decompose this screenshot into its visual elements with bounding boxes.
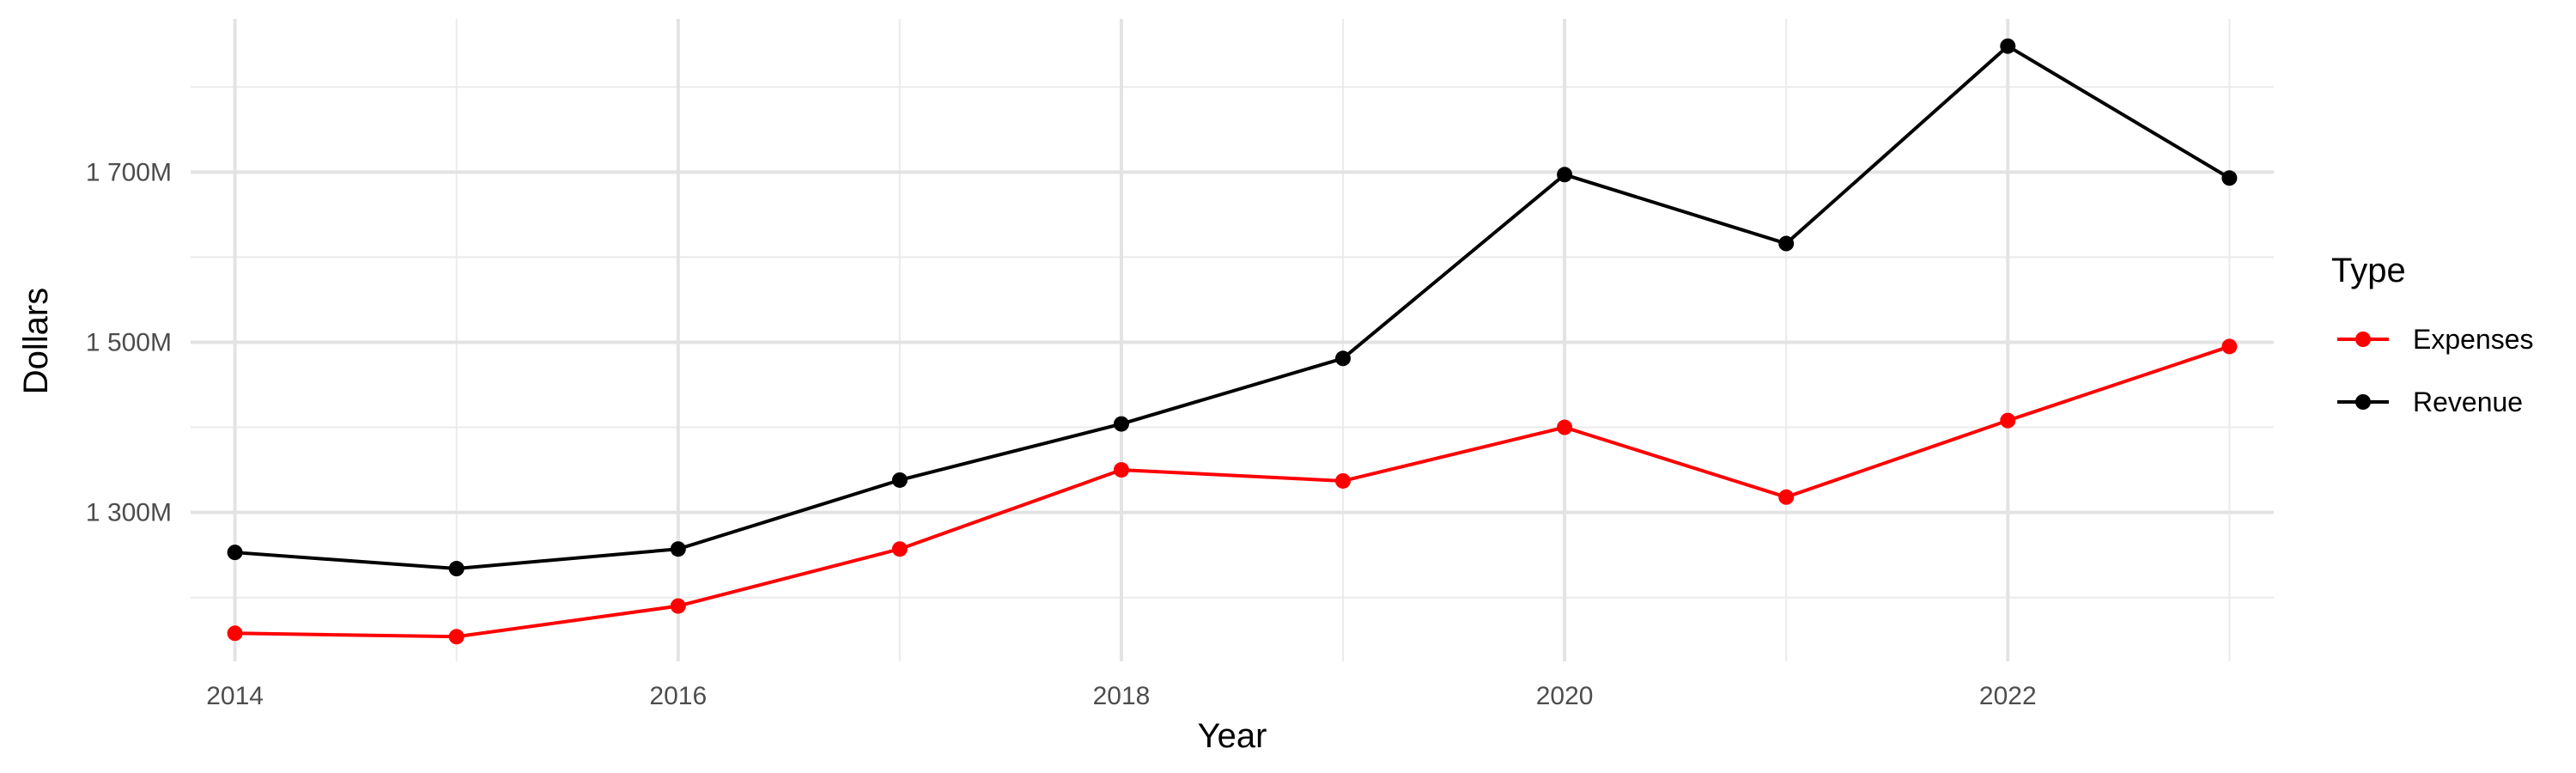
legend: Type Expenses Revenue (2331, 252, 2534, 417)
tick-labels: 1 300M 1 500M 1 700M 2014 2016 2018 2020 2022 (86, 158, 2037, 710)
legend-key-point (2355, 332, 2371, 347)
data-point-revenue (670, 541, 686, 557)
data-point-revenue (2000, 38, 2016, 54)
y-axis-title: Dollars (17, 288, 55, 394)
data-point-expenses (1335, 472, 1352, 489)
series-line-expenses (234, 344, 2231, 639)
y-tick-label: 1 300M (86, 499, 172, 527)
data-point-expenses (448, 629, 465, 645)
data-point-revenue (227, 545, 243, 561)
series-line-revenue (234, 44, 2231, 571)
data-point-expenses (1113, 462, 1129, 478)
legend-label: Expenses (2413, 324, 2534, 355)
data-point-revenue (1113, 416, 1129, 432)
data-point-revenue (1335, 350, 1352, 367)
x-tick-label: 2014 (206, 682, 264, 710)
legend-title: Type (2331, 252, 2406, 289)
data-point-expenses (2221, 338, 2238, 355)
data-point-revenue (448, 561, 465, 577)
y-tick-label: 1 500M (86, 328, 172, 356)
x-tick-label: 2020 (1536, 682, 1594, 710)
data-point-expenses (670, 598, 686, 614)
series-lines (227, 38, 2238, 645)
legend-label: Revenue (2413, 386, 2523, 417)
legend-key-point (2355, 394, 2371, 410)
legend-item-expenses: Expenses (2337, 324, 2534, 355)
data-point-revenue (891, 472, 908, 488)
data-point-revenue (1557, 167, 1573, 183)
series-expenses (227, 338, 2238, 645)
data-point-expenses (1557, 419, 1573, 435)
data-point-expenses (1778, 489, 1795, 505)
x-tick-label: 2022 (1979, 682, 2037, 710)
data-point-expenses (2000, 412, 2016, 429)
data-point-revenue (2221, 170, 2238, 186)
series-revenue (227, 38, 2238, 577)
data-point-expenses (891, 541, 908, 557)
data-point-revenue (1778, 235, 1795, 252)
data-point-expenses (227, 625, 243, 642)
x-axis-title: Year (1198, 717, 1267, 755)
legend-item-revenue: Revenue (2337, 386, 2523, 417)
y-tick-label: 1 700M (86, 158, 172, 186)
x-tick-label: 2016 (649, 682, 707, 710)
x-tick-label: 2018 (1093, 682, 1151, 710)
